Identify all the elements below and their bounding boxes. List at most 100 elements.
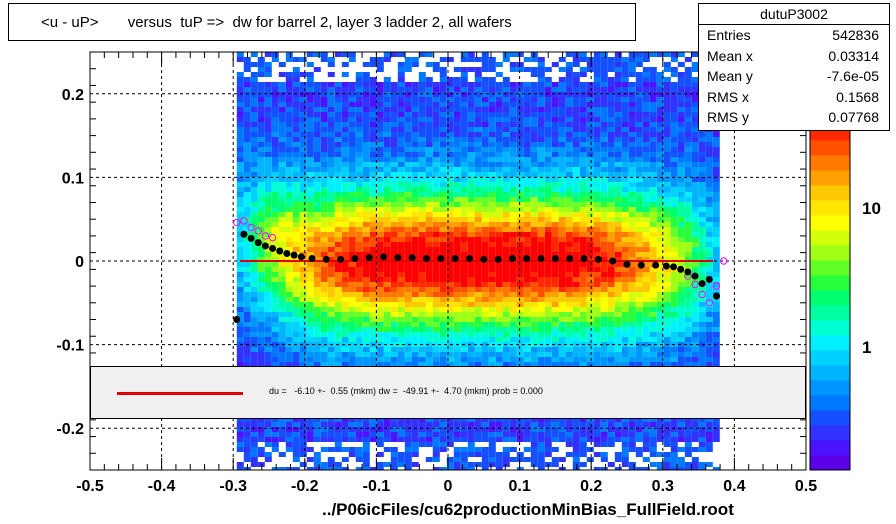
heatmap-cell	[271, 137, 279, 142]
heatmap-cell	[502, 292, 510, 297]
heatmap-cell	[649, 172, 657, 177]
heatmap-cell	[677, 97, 685, 102]
heatmap-cell	[600, 167, 608, 172]
heatmap-cell	[488, 312, 496, 317]
heatmap-cell	[607, 337, 615, 342]
heatmap-cell	[544, 237, 552, 242]
heatmap-cell	[446, 302, 454, 307]
heatmap-cell	[439, 467, 447, 470]
heatmap-cell	[586, 87, 594, 92]
heatmap-cell	[523, 57, 531, 62]
heatmap-cell	[271, 312, 279, 317]
heatmap-cell	[306, 312, 314, 317]
heatmap-cell	[474, 182, 482, 187]
heatmap-cell	[313, 232, 321, 237]
heatmap-cell	[425, 167, 433, 172]
heatmap-cell	[593, 277, 601, 282]
heatmap-cell	[467, 242, 475, 247]
heatmap-cell	[495, 357, 503, 362]
heatmap-cell	[572, 307, 580, 312]
heatmap-cell	[481, 137, 489, 142]
heatmap-cell	[446, 222, 454, 227]
heatmap-cell	[467, 462, 475, 467]
heatmap-cell	[628, 292, 636, 297]
heatmap-cell	[537, 362, 545, 367]
heatmap-cell	[278, 322, 286, 327]
heatmap-cell	[516, 142, 524, 147]
heatmap-cell	[614, 327, 622, 332]
heatmap-cell	[425, 342, 433, 347]
heatmap-cell	[502, 462, 510, 467]
heatmap-cell	[467, 167, 475, 172]
heatmap-cell	[257, 342, 265, 347]
heatmap-cell	[250, 157, 258, 162]
heatmap-cell	[600, 312, 608, 317]
heatmap-cell	[285, 152, 293, 157]
heatmap-cell	[488, 167, 496, 172]
heatmap-cell	[341, 322, 349, 327]
heatmap-cell	[593, 212, 601, 217]
heatmap-cell	[299, 447, 307, 452]
heatmap-cell	[670, 432, 678, 437]
heatmap-cell	[334, 217, 342, 222]
heatmap-cell	[481, 252, 489, 257]
heatmap-cell	[523, 227, 531, 232]
heatmap-cell	[404, 232, 412, 237]
heatmap-cell	[593, 162, 601, 167]
heatmap-cell	[509, 317, 517, 322]
heatmap-cell	[271, 267, 279, 272]
heatmap-cell	[663, 302, 671, 307]
heatmap-cell	[600, 222, 608, 227]
heatmap-cell	[404, 262, 412, 267]
heatmap-cell	[467, 437, 475, 442]
heatmap-cell	[271, 227, 279, 232]
heatmap-cell	[565, 427, 573, 432]
heatmap-cell	[635, 277, 643, 282]
heatmap-cell	[369, 362, 377, 367]
heatmap-cell	[439, 122, 447, 127]
heatmap-cell	[474, 352, 482, 357]
heatmap-cell	[257, 317, 265, 322]
heatmap-cell	[642, 442, 650, 447]
heatmap-cell	[488, 87, 496, 92]
heatmap-cell	[670, 252, 678, 257]
heatmap-cell	[369, 427, 377, 432]
heatmap-cell	[278, 82, 286, 87]
heatmap-cell	[376, 262, 384, 267]
heatmap-cell	[278, 352, 286, 357]
heatmap-cell	[327, 207, 335, 212]
heatmap-cell	[600, 332, 608, 337]
heatmap-cell	[537, 187, 545, 192]
heatmap-cell	[453, 357, 461, 362]
heatmap-cell	[355, 187, 363, 192]
heatmap-cell	[334, 212, 342, 217]
heatmap-cell	[453, 112, 461, 117]
heatmap-cell	[292, 182, 300, 187]
heatmap-cell	[348, 167, 356, 172]
heatmap-cell	[236, 242, 244, 247]
heatmap-cell	[565, 227, 573, 232]
heatmap-cell	[495, 352, 503, 357]
heatmap-cell	[593, 227, 601, 232]
heatmap-cell	[257, 107, 265, 112]
heatmap-cell	[411, 362, 419, 367]
heatmap-cell	[523, 117, 531, 122]
heatmap-cell	[432, 62, 440, 67]
heatmap-cell	[663, 347, 671, 352]
heatmap-cell	[600, 452, 608, 457]
heatmap-cell	[362, 307, 370, 312]
heatmap-cell	[656, 232, 664, 237]
heatmap-cell	[614, 427, 622, 432]
heatmap-cell	[236, 162, 244, 167]
heatmap-cell	[355, 437, 363, 442]
heatmap-cell	[446, 312, 454, 317]
heatmap-cell	[264, 187, 272, 192]
heatmap-cell	[551, 362, 559, 367]
heatmap-cell	[670, 162, 678, 167]
heatmap-cell	[516, 417, 524, 422]
heatmap-cell	[404, 242, 412, 247]
heatmap-cell	[369, 182, 377, 187]
heatmap-cell	[593, 182, 601, 187]
heatmap-cell	[467, 232, 475, 237]
heatmap-cell	[474, 162, 482, 167]
